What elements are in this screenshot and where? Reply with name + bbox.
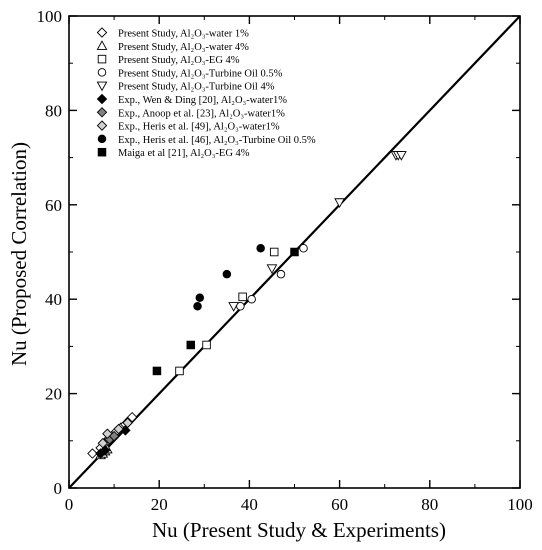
data-point xyxy=(113,423,124,435)
data-point xyxy=(87,448,98,459)
tick-layer: 0 20 40 60 80 100 0 20 40 60 80 100 xyxy=(37,7,533,514)
legend-marker xyxy=(96,120,108,131)
y-tick-label: 20 xyxy=(45,385,62,404)
data-point xyxy=(195,293,205,303)
data-point xyxy=(238,292,247,302)
legend-marker xyxy=(97,147,107,157)
data-point xyxy=(247,294,256,304)
data-point xyxy=(222,269,232,279)
legend-entry-label: Exp., Heris et al. [46], Al₂O₃-Turbine O… xyxy=(118,135,316,146)
y-tick-label: 40 xyxy=(45,290,62,309)
data-point xyxy=(290,247,299,257)
data-point xyxy=(334,198,345,208)
legend-marker xyxy=(96,40,108,50)
x-tick-label: 20 xyxy=(151,495,168,514)
legend-marker xyxy=(97,134,107,144)
x-tick-label: 80 xyxy=(421,495,438,514)
y-tick-label: 0 xyxy=(54,479,63,498)
legend-marker xyxy=(96,81,108,92)
x-tick-label: 40 xyxy=(241,495,258,514)
data-point xyxy=(186,340,196,350)
data-point xyxy=(97,437,109,449)
series-4 xyxy=(228,151,407,312)
data-point xyxy=(193,302,202,311)
series-5 xyxy=(95,425,131,459)
data-point xyxy=(122,417,133,429)
y-tick-label: 100 xyxy=(37,7,63,26)
y-tick-label: 60 xyxy=(45,196,62,215)
series-7 xyxy=(97,417,133,449)
legend-marker xyxy=(96,93,108,105)
x-axis-label: Nu (Present Study & Experiments) xyxy=(152,518,446,542)
legend: Present Study, Al₂O₃-water 1% Present Stu… xyxy=(96,27,316,159)
data-point xyxy=(269,247,279,257)
data-point xyxy=(152,366,162,376)
legend-marker xyxy=(96,27,108,38)
legend-entry-label: Exp., Heris et al. [49], Al₂O₃-water1% xyxy=(118,122,280,133)
legend-entry-label: Exp., Anoop et al. [23], Al₂O₃-water1% xyxy=(118,108,285,119)
series-9 xyxy=(152,247,299,376)
series-8 xyxy=(193,243,265,311)
data-point xyxy=(99,445,111,456)
data-point xyxy=(396,151,407,161)
data-point xyxy=(256,243,265,253)
legend-marker xyxy=(97,68,107,77)
legend-entry-label: Maiga et al [21], Al₂O₃-EG 4% xyxy=(118,148,250,159)
data-point xyxy=(102,428,113,439)
legend-entry-label: Present Study, Al₂O₃-water 1% xyxy=(118,29,249,40)
legend-entry-label: Present Study, Al₂O₃-Turbine Oil 0.5% xyxy=(118,68,283,79)
x-tick-label: 100 xyxy=(507,495,533,514)
data-point xyxy=(202,340,211,350)
legend-entry-label: Present Study, Al₂O₃-EG 4% xyxy=(118,55,240,66)
legend-marker xyxy=(97,54,107,64)
x-tick-label: 0 xyxy=(65,495,74,514)
series-2 xyxy=(175,247,279,376)
data-points-layer xyxy=(87,151,407,460)
data-point xyxy=(276,269,286,279)
data-point xyxy=(175,366,184,376)
legend-entry-label: Present Study, Al₂O₃-water 4% xyxy=(118,42,249,53)
data-point xyxy=(228,302,239,312)
data-point xyxy=(126,411,138,423)
series-3 xyxy=(236,243,308,311)
legend-entry-label: Exp., Wen & Ding [20], Al₂O₃-water1% xyxy=(118,95,287,106)
legend-marker xyxy=(96,107,108,118)
plot-frame xyxy=(68,15,521,489)
legend-entry-label: Present Study, Al₂O₃-Turbine Oil 4% xyxy=(118,82,275,93)
y-tick-label: 80 xyxy=(45,101,62,120)
data-point xyxy=(266,264,278,275)
x-tick-label: 60 xyxy=(331,495,348,514)
data-point xyxy=(299,243,308,253)
y-axis-label: Nu (Proposed Correlation) xyxy=(7,142,31,366)
